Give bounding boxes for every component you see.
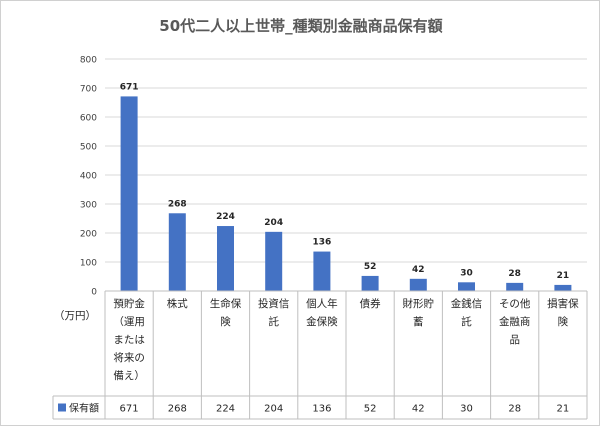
unit-label: （万円） — [54, 310, 96, 322]
table-value: 671 — [120, 404, 139, 415]
category-label: 将来の — [113, 352, 145, 364]
category-label: 投資信 — [258, 297, 290, 310]
data-label: 671 — [120, 82, 139, 92]
category-label: 備え） — [113, 369, 145, 382]
data-label: 30 — [460, 268, 473, 278]
bar — [506, 282, 524, 291]
category-label: 蓄 — [413, 316, 424, 328]
category-label: または — [113, 334, 145, 346]
y-tick-label: 600 — [80, 114, 97, 124]
y-tick-label: 800 — [80, 56, 97, 66]
category-label: （運用 — [113, 316, 145, 328]
data-label: 204 — [264, 218, 283, 228]
data-label: 268 — [168, 199, 187, 209]
category-label: 託 — [461, 315, 472, 328]
y-tick-label: 0 — [91, 288, 97, 298]
category-label: 個人年 — [306, 297, 338, 310]
category-label: 金融商 — [499, 315, 531, 328]
bar — [361, 275, 379, 291]
category-label: 金銭信 — [451, 297, 483, 310]
chart-title: 50代二人以上世帯_種類別金融商品保有額 — [159, 17, 442, 35]
table-value: 52 — [364, 404, 377, 415]
legend-swatch — [58, 403, 66, 412]
y-tick-label: 700 — [80, 85, 97, 95]
table-value: 136 — [312, 404, 331, 415]
y-tick-label: 100 — [80, 259, 97, 269]
category-label: 生命保 — [210, 297, 242, 310]
table-value: 21 — [557, 404, 570, 415]
bar — [458, 282, 475, 291]
bar — [120, 96, 138, 291]
category-label: 険 — [558, 316, 569, 328]
table-value: 42 — [412, 404, 425, 415]
bar — [168, 213, 186, 291]
data-label: 224 — [216, 212, 235, 222]
bar — [265, 231, 283, 291]
y-tick-label: 200 — [80, 230, 97, 240]
bar — [313, 251, 331, 291]
category-label: その他 — [499, 297, 531, 310]
y-tick-label: 300 — [80, 201, 97, 211]
category-label: 財形貯 — [403, 297, 435, 310]
y-tick-label: 400 — [80, 172, 97, 182]
legend-label: 保有額 — [69, 402, 99, 415]
table-value: 224 — [216, 404, 235, 415]
category-label: 債券 — [360, 297, 381, 310]
category-label: 託 — [268, 315, 279, 328]
table-value: 268 — [168, 404, 187, 415]
data-label: 136 — [313, 238, 332, 248]
category-label: 金保険 — [306, 315, 338, 328]
data-label: 42 — [412, 265, 425, 275]
category-label: 品 — [509, 334, 520, 346]
y-tick-label: 500 — [80, 143, 97, 153]
bar — [409, 278, 427, 291]
data-label: 21 — [557, 271, 570, 281]
category-label: 預貯金 — [113, 297, 145, 310]
bar — [554, 284, 572, 291]
bar — [217, 226, 234, 291]
table-value: 28 — [508, 404, 521, 415]
category-label: 株式 — [167, 297, 188, 310]
category-label: 損害保 — [547, 297, 579, 310]
table-value: 30 — [460, 404, 473, 415]
data-label: 52 — [364, 262, 377, 272]
table-value: 204 — [264, 404, 283, 415]
data-label: 28 — [508, 269, 521, 279]
category-label: 険 — [220, 316, 231, 328]
